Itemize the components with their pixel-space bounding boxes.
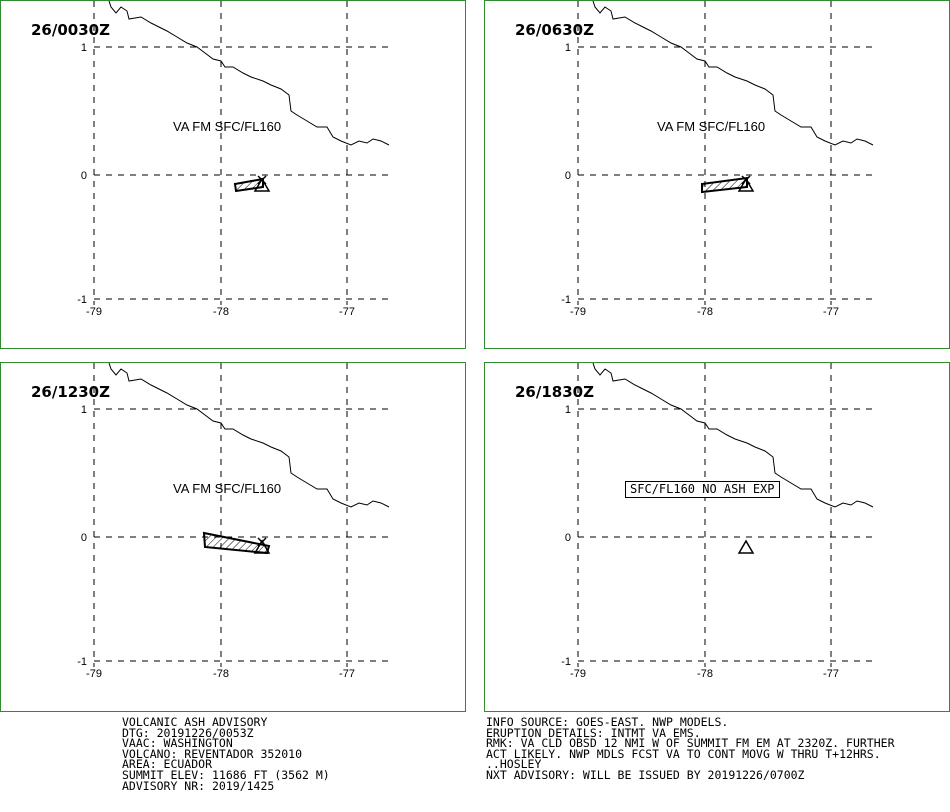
latitude-label: 1 — [81, 404, 87, 416]
advisory-text-right: INFO SOURCE: GOES-EAST. NWP MODELS. ERUPT… — [486, 715, 895, 782]
map-panel-3: 1 0 -1 -79 -78 -77 26/1230Z VA FM SFC/FL160 — [0, 362, 466, 712]
advisory-left-line: AREA: ECUADOR — [122, 757, 213, 772]
advisory-text-left: VOLCANIC ASH ADVISORY DTG: 20191226/0053Z… — [122, 715, 330, 793]
panel-time-label: 26/1830Z — [515, 383, 594, 401]
map-drawing: 1 0 -1-79 -78 -77 — [561, 1, 875, 318]
ash-cloud-polygon — [202, 531, 271, 555]
ash-cloud-polygon — [701, 176, 748, 194]
volcano-marker — [253, 177, 271, 192]
ash-layer-label: VA FM SFC/FL160 — [657, 119, 766, 134]
longitude-label: -78 — [213, 668, 229, 680]
longitude-label: -77 — [823, 306, 839, 318]
coastline — [592, 363, 874, 508]
panel-time-label: 26/0630Z — [515, 21, 594, 39]
panel-time-label: 26/0030Z — [31, 21, 110, 39]
longitude-label: -78 — [697, 668, 713, 680]
longitude-label: -78 — [697, 306, 713, 318]
advisory-right-line: ACT LIKELY. NWP MDLS FCST VA TO CONT MOV… — [486, 746, 881, 761]
summit-x-mark — [257, 537, 267, 547]
volcano-marker — [737, 177, 755, 192]
latitude-label: 0 — [565, 170, 571, 182]
volcano-marker — [253, 539, 271, 554]
advisory-left-line: VOLCANIC ASH ADVISORY — [122, 715, 268, 729]
map-panel-1: 1 0 -1 -79 -78 -77 26/0030Z VA FM SFC/FL160 — [0, 0, 466, 349]
advisory-right-line: NXT ADVISORY: WILL BE ISSUED BY 20191226… — [486, 767, 805, 782]
map-drawing: 1 0 -1-79 -78 -77 — [77, 1, 391, 318]
no-ash-expected-box: SFC/FL160 NO ASH EXP — [625, 481, 780, 498]
latitude-label: -1 — [561, 294, 571, 306]
longitude-label: -79 — [570, 668, 586, 680]
longitude-label: -77 — [339, 668, 355, 680]
map-panel-4: 1 0 -1 -79 -78 -77 26/1830Z SFC/FL160 NO ASH … — [484, 362, 950, 712]
map-drawing: 1 0 -1-79 -78 -77 — [77, 363, 391, 680]
summit-x-mark — [741, 175, 751, 185]
latitude-label: -1 — [561, 656, 571, 668]
advisory-left-line: VOLCANO: REVENTADOR 352010 — [122, 746, 303, 761]
coastline — [108, 1, 390, 146]
advisory-left-line: VAAC: WASHINGTON — [122, 736, 233, 751]
advisory-right-line: ..HOSLEY — [486, 757, 542, 772]
advisory-left-line: SUMMIT ELEV: 11686 FT (3562 M) — [122, 767, 330, 782]
latitude-label: 0 — [81, 170, 87, 182]
latitude-label: 0 — [565, 532, 571, 544]
volcano-marker — [737, 539, 755, 554]
advisory-left-line: DTG: 20191226/0053Z — [122, 725, 254, 740]
ash-layer-label: VA FM SFC/FL160 — [173, 119, 282, 134]
longitude-label: -79 — [86, 306, 102, 318]
advisory-right-line: ERUPTION DETAILS: INTMT VA EMS. — [486, 725, 701, 740]
longitude-label: -78 — [213, 306, 229, 318]
panel-time-label: 26/1230Z — [31, 383, 110, 401]
longitude-label: -79 — [86, 668, 102, 680]
latitude-label: -1 — [77, 656, 87, 668]
advisory-left-line: ADVISORY NR: 2019/1425 — [122, 778, 275, 793]
longitude-label: -79 — [570, 306, 586, 318]
latitude-label: 1 — [565, 42, 571, 54]
advisory-right-line: INFO SOURCE: GOES-EAST. NWP MODELS. — [486, 715, 729, 729]
ash-layer-label: VA FM SFC/FL160 — [173, 481, 282, 496]
longitude-label: -77 — [823, 668, 839, 680]
latitude-label: -1 — [77, 294, 87, 306]
coastline — [108, 363, 390, 508]
longitude-label: -77 — [339, 306, 355, 318]
coastline — [592, 1, 874, 146]
map-drawing: 1 0 -1-79 -78 -77 — [561, 363, 875, 680]
latitude-label: 0 — [81, 532, 87, 544]
latitude-label: 1 — [565, 404, 571, 416]
summit-x-mark — [257, 175, 267, 185]
latitude-label: 1 — [81, 42, 87, 54]
map-panel-2: 1 0 -1 -79 -78 -77 26/0630Z VA FM SFC/FL160 — [484, 0, 950, 349]
advisory-right-line: RMK: VA CLD OBSD 12 NMI W OF SUMMIT FM E… — [486, 736, 895, 751]
